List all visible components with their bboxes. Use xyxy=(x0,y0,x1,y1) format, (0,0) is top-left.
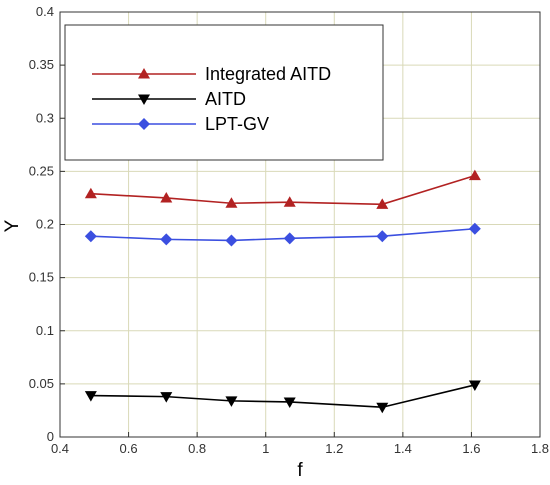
data-point-lpt-gv xyxy=(160,233,173,246)
data-point-integrated-aitd xyxy=(84,187,97,199)
x-axis-title: f xyxy=(297,460,303,481)
legend-label-integrated-aitd: Integrated AITD xyxy=(205,64,331,84)
data-point-lpt-gv xyxy=(225,234,238,247)
y-tick-label: 0 xyxy=(47,429,54,444)
y-tick-label: 0.35 xyxy=(29,57,54,72)
legend-marker-integrated-aitd xyxy=(138,68,150,79)
x-tick-label: 0.6 xyxy=(120,441,138,456)
x-tick-label: 1.2 xyxy=(325,441,343,456)
legend-item-aitd: AITD xyxy=(92,89,246,109)
legend-marker-aitd xyxy=(138,94,150,105)
series-line-integrated-aitd xyxy=(90,174,476,206)
y-tick-label: 0.1 xyxy=(36,323,54,338)
x-tick-label: 1.6 xyxy=(462,441,480,456)
y-tick-label: 0.3 xyxy=(36,110,54,125)
series-layer xyxy=(84,169,481,414)
data-point-aitd xyxy=(468,380,481,391)
x-tick-label: 0.4 xyxy=(51,441,69,456)
series-line-lpt-gv xyxy=(90,227,475,242)
data-point-lpt-gv xyxy=(84,230,97,243)
series-line-aitd xyxy=(90,384,476,409)
legend-marker-lpt-gv xyxy=(138,118,150,130)
series-integrated-aitd xyxy=(84,169,481,209)
data-point-aitd xyxy=(225,396,238,407)
data-point-lpt-gv xyxy=(468,222,481,235)
y-tick-label: 0.15 xyxy=(29,270,54,285)
x-tick-label: 1.4 xyxy=(394,441,412,456)
y-tick-label: 0.25 xyxy=(29,163,54,178)
legend-item-lpt-gv: LPT-GV xyxy=(92,114,269,134)
x-tick-label: 1.8 xyxy=(531,441,549,456)
series-aitd xyxy=(84,380,481,414)
x-tick-label: 1 xyxy=(262,441,269,456)
legend-label-aitd: AITD xyxy=(205,89,246,109)
data-point-aitd xyxy=(283,397,296,408)
data-point-lpt-gv xyxy=(376,230,389,243)
legend-label-lpt-gv: LPT-GV xyxy=(205,114,269,134)
series-lpt-gv xyxy=(84,222,481,247)
legend-item-integrated-aitd: Integrated AITD xyxy=(92,64,331,84)
y-tick-label: 0.4 xyxy=(36,4,54,19)
x-tick-label: 0.8 xyxy=(188,441,206,456)
legend-box xyxy=(64,24,384,161)
axis-ticks: 0.4 0.6 0.8 1 1.2 1.4 1.6 1.8 0 0.05 0.1 0.15 0.2 0.2… xyxy=(29,4,549,456)
data-point-aitd xyxy=(160,392,173,403)
data-point-aitd xyxy=(376,402,389,414)
y-tick-label: 0.05 xyxy=(29,376,54,391)
data-point-integrated-aitd xyxy=(225,197,238,208)
y-tick-label: 0.2 xyxy=(36,217,54,232)
data-point-aitd xyxy=(84,391,97,402)
data-point-lpt-gv xyxy=(283,232,296,245)
legend-items: Integrated AITD AITD LPT-GV xyxy=(92,64,331,134)
legend: Integrated AITD AITD LPT-GV xyxy=(64,24,384,161)
data-point-integrated-aitd xyxy=(160,191,173,203)
data-point-integrated-aitd xyxy=(283,196,296,207)
data-point-integrated-aitd xyxy=(376,198,389,209)
data-point-integrated-aitd xyxy=(468,169,481,181)
y-axis-title: Y xyxy=(2,219,23,232)
